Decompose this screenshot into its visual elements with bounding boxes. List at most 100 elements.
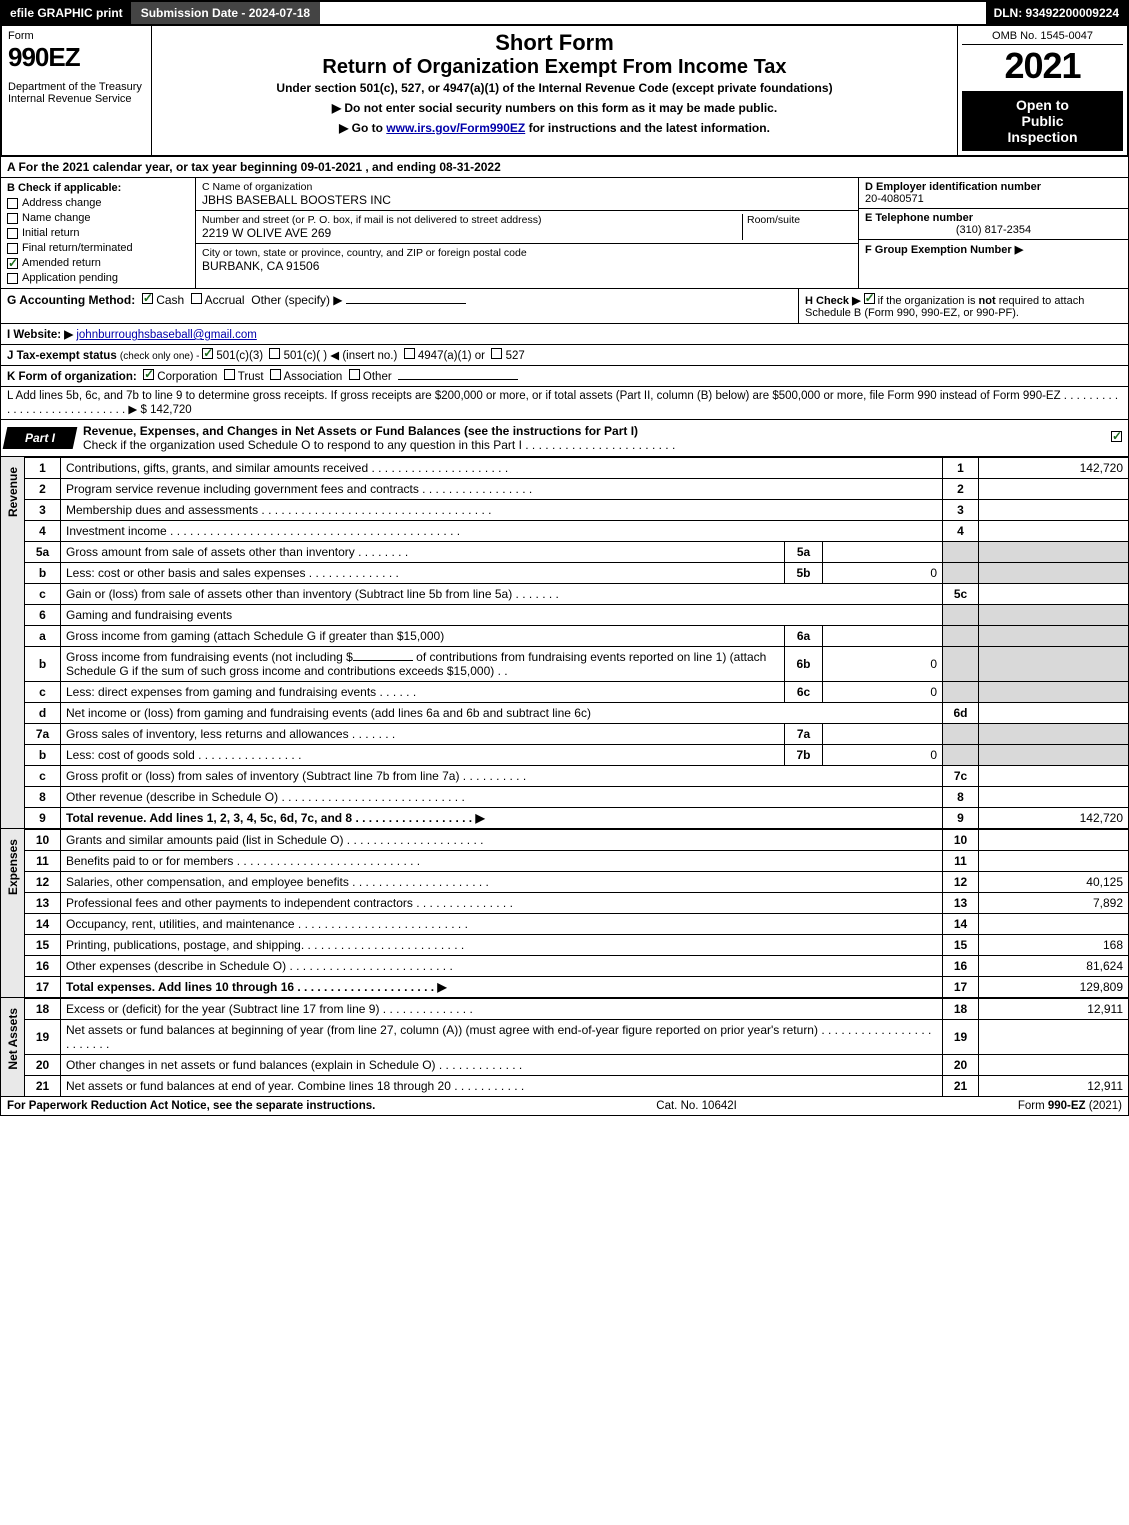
efile-print[interactable]: efile GRAPHIC print (2, 2, 131, 24)
note-ssn: ▶ Do not enter social security numbers o… (156, 101, 953, 115)
block-gh: G Accounting Method: Cash Accrual Other … (0, 289, 1129, 324)
checkbox-icon[interactable] (491, 348, 502, 359)
footer-form-bold: 990-EZ (1048, 1100, 1086, 1112)
h-pre: H Check ▶ (805, 295, 864, 307)
cb-label: Amended return (22, 257, 101, 269)
g-accrual: Accrual (205, 293, 245, 307)
line-6a: aGross income from gaming (attach Schedu… (25, 626, 1129, 647)
part-tag: Part I (3, 427, 78, 449)
part-check (1111, 431, 1128, 445)
checkbox-icon[interactable] (7, 198, 18, 209)
irs-link[interactable]: www.irs.gov/Form990EZ (386, 121, 525, 135)
cb-label: Final return/terminated (22, 242, 133, 254)
footer-left: For Paperwork Reduction Act Notice, see … (7, 1100, 375, 1112)
top-bar: efile GRAPHIC print Submission Date - 20… (0, 0, 1129, 26)
open-to-public: Open to Public Inspection (962, 91, 1123, 151)
cb-label: Initial return (22, 227, 79, 239)
l-amount: 142,720 (150, 404, 192, 416)
checkbox-icon[interactable] (7, 228, 18, 239)
checkbox-icon[interactable] (191, 293, 202, 304)
line-7b: bLess: cost of goods sold . . . . . . . … (25, 745, 1129, 766)
j-label: J Tax-exempt status (7, 350, 120, 362)
j-4947: 4947(a)(1) or (418, 350, 485, 362)
j-501c: 501(c)( ) ◀ (insert no.) (284, 350, 398, 362)
tax-year: 2021 (962, 45, 1123, 87)
h-mid: if the organization is (875, 295, 979, 307)
checkbox-checked-icon[interactable] (142, 293, 153, 304)
checkbox-icon[interactable] (270, 369, 281, 380)
expenses-table: 10Grants and similar amounts paid (list … (24, 829, 1129, 998)
c-room-label: Room/suite (747, 214, 852, 226)
line-9: 9Total revenue. Add lines 1, 2, 3, 4, 5c… (25, 808, 1129, 829)
c-name-label: C Name of organization (202, 181, 852, 193)
checkbox-checked-icon[interactable] (7, 258, 18, 269)
box-d: D Employer identification number 20-4080… (859, 178, 1128, 209)
j-501c3: 501(c)(3) (216, 350, 263, 362)
cb-name-change[interactable]: Name change (7, 212, 189, 224)
cb-label: Address change (22, 197, 102, 209)
checkbox-icon[interactable] (224, 369, 235, 380)
line-12: 12Salaries, other compensation, and empl… (25, 872, 1129, 893)
line-5c: cGain or (loss) from sale of assets othe… (25, 584, 1129, 605)
badge-l3: Inspection (1007, 129, 1077, 145)
checkbox-checked-icon[interactable] (143, 369, 154, 380)
header-mid: Short Form Return of Organization Exempt… (152, 26, 957, 155)
j-527: 527 (506, 350, 525, 362)
header-right: OMB No. 1545-0047 2021 Open to Public In… (957, 26, 1127, 155)
checkbox-icon[interactable] (404, 348, 415, 359)
c-street-label: Number and street (or P. O. box, if mail… (202, 214, 742, 226)
submission-date: Submission Date - 2024-07-18 (131, 2, 320, 24)
line-2: 2Program service revenue including gover… (25, 479, 1129, 500)
part-title: Revenue, Expenses, and Changes in Net As… (75, 420, 1111, 456)
line-6b: bGross income from fundraising events (n… (25, 647, 1129, 682)
line-17: 17Total expenses. Add lines 10 through 1… (25, 977, 1129, 998)
page-footer: For Paperwork Reduction Act Notice, see … (0, 1097, 1129, 1116)
checkbox-checked-icon[interactable] (202, 348, 213, 359)
checkbox-icon[interactable] (269, 348, 280, 359)
footer-cat-no: Cat. No. 10642I (375, 1100, 1018, 1112)
block-bcdef: B Check if applicable: Address change Na… (0, 178, 1129, 289)
expenses-section: Expenses 10Grants and similar amounts pa… (0, 829, 1129, 998)
footer-form-year: (2021) (1086, 1100, 1122, 1112)
header-left: Form 990EZ Department of the Treasury In… (2, 26, 152, 155)
footer-form-ref: Form 990-EZ (2021) (1018, 1100, 1122, 1112)
badge-l2: Public (1021, 113, 1063, 129)
org-city: BURBANK, CA 91506 (202, 259, 852, 273)
checkbox-icon[interactable] (349, 369, 360, 380)
checkbox-checked-icon[interactable] (1111, 431, 1122, 442)
row-k-form-of-org: K Form of organization: Corporation Trus… (0, 366, 1129, 387)
dln: DLN: 93492200009224 (986, 2, 1127, 24)
checkbox-icon[interactable] (7, 243, 18, 254)
cb-initial-return[interactable]: Initial return (7, 227, 189, 239)
l6b-pre: Gross income from fundraising events (no… (66, 650, 353, 664)
h-not: not (979, 295, 996, 307)
checkbox-icon[interactable] (7, 273, 18, 284)
department: Department of the Treasury Internal Reve… (8, 81, 145, 105)
line-5a: 5aGross amount from sale of assets other… (25, 542, 1129, 563)
row-j-tax-exempt: J Tax-exempt status (check only one) - 5… (0, 345, 1129, 366)
line-8: 8Other revenue (describe in Schedule O) … (25, 787, 1129, 808)
g-label: G Accounting Method: (7, 293, 135, 307)
box-e: E Telephone number (310) 817-2354 (859, 209, 1128, 240)
g-accounting: G Accounting Method: Cash Accrual Other … (1, 289, 798, 323)
b-header: B Check if applicable: (7, 182, 189, 194)
cb-amended-return[interactable]: Amended return (7, 257, 189, 269)
website-link[interactable]: johnburroughsbaseball@gmail.com (76, 329, 256, 341)
h-schedule-b: H Check ▶ if the organization is not req… (798, 289, 1128, 323)
cb-final-return[interactable]: Final return/terminated (7, 242, 189, 254)
row-a: A For the 2021 calendar year, or tax yea… (0, 157, 1129, 178)
ein-value: 20-4080571 (865, 193, 924, 205)
cb-address-change[interactable]: Address change (7, 197, 189, 209)
line-7c: cGross profit or (loss) from sales of in… (25, 766, 1129, 787)
checkbox-checked-icon[interactable] (864, 293, 875, 304)
c-city: City or town, state or province, country… (196, 244, 858, 276)
title-return: Return of Organization Exempt From Incom… (156, 56, 953, 79)
note2-pre: ▶ Go to (339, 121, 386, 135)
checkbox-icon[interactable] (7, 213, 18, 224)
j-note: (check only one) - (120, 351, 202, 362)
line-19: 19Net assets or fund balances at beginni… (25, 1020, 1129, 1055)
dept-text: Department of the Treasury (8, 81, 142, 93)
cb-application-pending[interactable]: Application pending (7, 272, 189, 284)
col-def: D Employer identification number 20-4080… (858, 178, 1128, 288)
e-label: E Telephone number (865, 212, 973, 224)
